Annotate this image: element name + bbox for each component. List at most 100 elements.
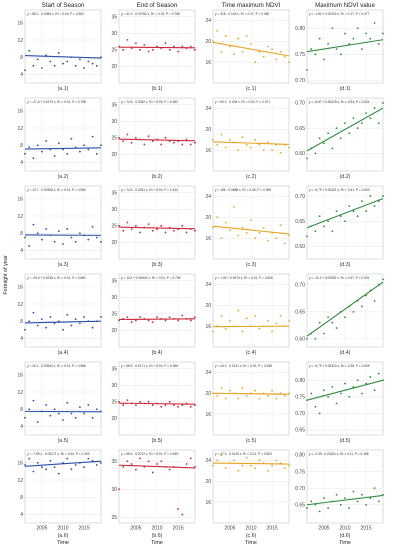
data-point	[66, 228, 69, 230]
data-point	[53, 240, 56, 243]
data-point	[348, 132, 351, 135]
data-point	[185, 138, 188, 141]
data-point	[139, 48, 142, 51]
x-tick-label: 2010	[339, 526, 350, 532]
data-point	[151, 48, 154, 51]
y-tick-label: 0.65	[295, 126, 305, 132]
data-point	[168, 316, 171, 319]
data-point	[168, 140, 171, 143]
column-titles: Start of Season End of Season Time maximum…	[42, 2, 376, 9]
data-point	[78, 322, 81, 325]
data-point	[40, 410, 43, 413]
y-tick-label: 0.60	[295, 337, 305, 343]
data-point	[177, 228, 180, 231]
data-point	[147, 50, 150, 53]
data-point	[100, 410, 102, 413]
data-point	[181, 224, 184, 227]
data-point	[74, 240, 77, 243]
y-tick-label: 25	[111, 400, 117, 406]
y-tick-label: 8	[20, 407, 23, 413]
data-point	[318, 37, 321, 40]
data-point	[283, 467, 286, 470]
x-tick-label: 2005	[130, 526, 141, 532]
data-point	[53, 64, 56, 67]
data-point	[348, 395, 351, 398]
data-point	[160, 317, 163, 320]
panel: 20 25 30 35 y = 74.6 - 0.0251 x, R² = 0.04, …	[111, 185, 196, 268]
data-point	[139, 316, 142, 319]
y-tick-label: 30	[111, 31, 117, 37]
data-point	[283, 325, 286, 328]
data-point	[348, 205, 351, 208]
data-point	[241, 50, 244, 53]
panel: 4 8 12 16 y = 13.7 - 0.00308 x, R² = 0.01, P…	[17, 185, 102, 268]
panel: 0.65 0.70 0.75 0.80 y = -5.79 + 0.00324 x, R…	[295, 361, 384, 444]
y-tick-label: 12	[17, 302, 23, 308]
y-tick-label: 24	[205, 18, 211, 24]
data-point	[70, 412, 73, 415]
data-point	[382, 32, 384, 35]
data-point	[220, 50, 223, 53]
data-point	[212, 138, 214, 141]
x-tick-label: 2010	[245, 526, 256, 532]
data-point	[164, 136, 167, 139]
trend-line	[212, 225, 290, 235]
regression-equation: y = -11.3 + 0.00592 x, R² = 0.57, P = 0.…	[309, 276, 370, 280]
data-point	[220, 237, 223, 240]
data-point	[331, 147, 334, 150]
data-point	[212, 40, 214, 43]
data-point	[78, 58, 81, 61]
data-point	[245, 456, 248, 459]
y-tick-label: 24	[205, 370, 211, 376]
data-point	[275, 58, 278, 61]
data-point	[91, 326, 94, 329]
panel-label: (b.3)	[152, 262, 163, 268]
data-point	[254, 138, 257, 141]
data-point	[147, 460, 150, 463]
data-point	[344, 220, 346, 223]
panel: 20 25 30 35 y = 10.4 + 0.00642 x, R² = 0.01,…	[111, 273, 196, 356]
y-tick-label: 4	[20, 336, 23, 342]
data-point	[314, 152, 317, 155]
panel: 4 8 12 16 y = 26.1 - 0.00942 x, R² = 0.01, P…	[17, 361, 102, 444]
data-point	[365, 382, 368, 385]
data-point	[164, 42, 167, 45]
y-tick-label: 25	[111, 48, 117, 54]
data-point	[24, 416, 26, 419]
data-point	[45, 140, 48, 142]
y-tick-label: 8	[20, 495, 23, 501]
data-point	[327, 132, 330, 135]
data-point	[356, 127, 359, 130]
data-point	[57, 472, 60, 475]
data-point	[130, 228, 133, 231]
data-point	[360, 48, 363, 51]
y-tick-label: 20	[205, 303, 211, 309]
data-point	[237, 309, 240, 312]
data-point	[262, 392, 265, 395]
data-point	[143, 402, 146, 405]
data-point	[271, 149, 274, 152]
data-point	[185, 317, 188, 320]
data-point	[306, 157, 308, 160]
data-point	[78, 461, 81, 464]
y-tick-label: 0.65	[295, 219, 305, 225]
column-title: Start of Season	[42, 2, 85, 9]
data-point	[271, 330, 274, 333]
data-point	[250, 392, 252, 395]
data-point	[181, 45, 184, 48]
data-point	[266, 141, 269, 144]
y-tick-label: 16	[17, 21, 23, 27]
data-point	[220, 133, 223, 136]
data-point	[172, 465, 175, 468]
panel-label: (a.5)	[58, 438, 69, 444]
data-point	[369, 289, 372, 292]
data-point	[335, 402, 338, 405]
data-point	[254, 237, 257, 240]
data-point	[356, 27, 359, 30]
data-point	[306, 399, 308, 402]
y-tick-label: 16	[205, 236, 211, 242]
data-point	[237, 37, 240, 40]
data-point	[322, 58, 325, 61]
data-point	[310, 332, 313, 335]
data-point	[95, 152, 98, 155]
